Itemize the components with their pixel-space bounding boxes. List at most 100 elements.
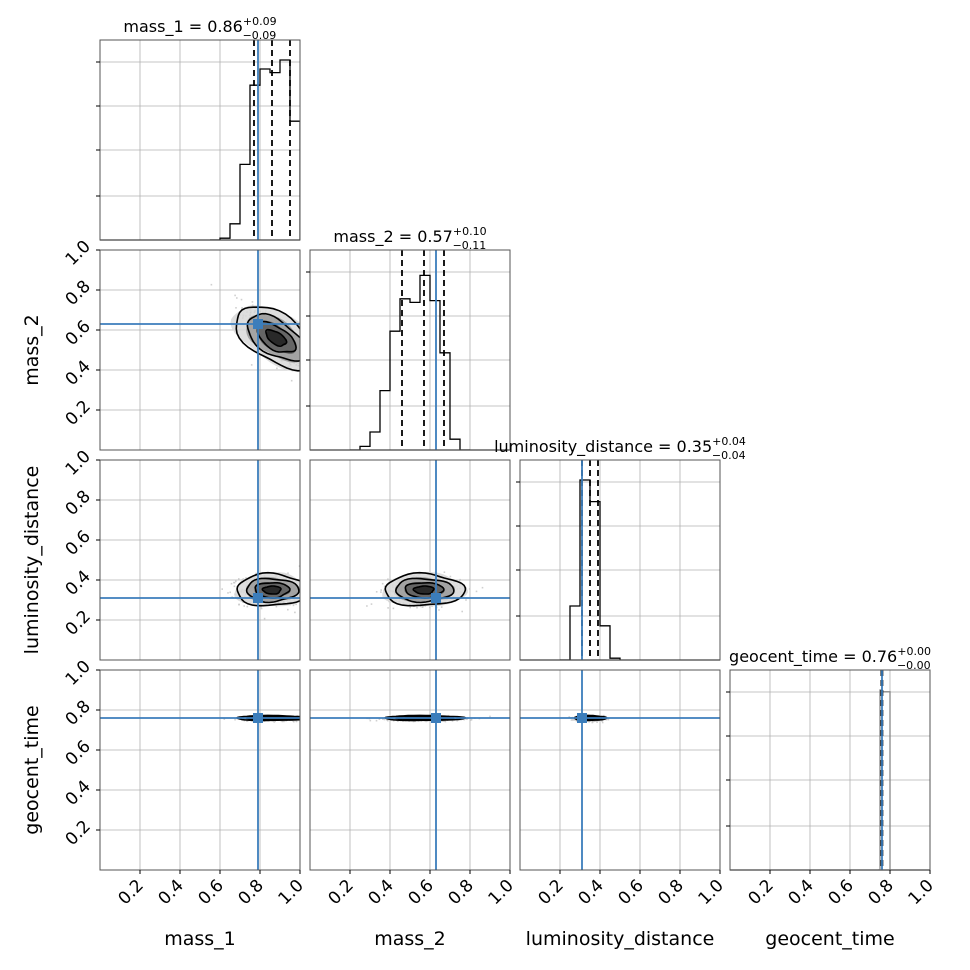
hist-panel-luminosity_distance [516, 459, 721, 661]
axes-frame [99, 669, 301, 871]
sample-point [591, 721, 594, 724]
y-axis-label-luminosity_distance: luminosity_distance [21, 466, 43, 655]
sample-point [246, 605, 249, 608]
y-axis-label-geocent_time: geocent_time [21, 705, 43, 834]
sample-point [235, 580, 237, 583]
sample-point [380, 591, 382, 593]
sample-point [449, 575, 452, 578]
title-prefix: mass_2 = 0.57 [333, 227, 452, 247]
sample-point [438, 609, 440, 611]
sample-point [287, 572, 289, 574]
sample-point [241, 307, 243, 309]
x-axis-label-mass_2: mass_2 [374, 928, 446, 950]
sample-point [459, 578, 461, 581]
axes-frame [519, 459, 721, 661]
x-axis-label-geocent_time: geocent_time [765, 928, 894, 950]
title-subscript: −0.00 [897, 659, 931, 672]
sample-point [469, 719, 472, 721]
sample-point [429, 606, 431, 609]
sample-point [463, 718, 465, 721]
sample-point [295, 720, 298, 723]
sample-point [444, 720, 447, 723]
panel-2d-mass_2-vs-geocent_time [309, 669, 511, 871]
sample-point [607, 718, 610, 721]
title-superscript: +0.04 [712, 435, 746, 448]
sample-point [596, 721, 598, 723]
sample-point [292, 720, 294, 722]
sample-point [382, 718, 384, 720]
sample-point [468, 588, 471, 590]
sample-point [294, 611, 296, 614]
sample-point [573, 719, 575, 721]
title-prefix: mass_1 = 0.86 [123, 17, 242, 37]
sample-point [601, 721, 604, 724]
sample-point [425, 720, 427, 723]
sample-point [229, 591, 231, 594]
sample-point [594, 720, 596, 722]
sample-point [416, 606, 418, 609]
sample-point [387, 578, 389, 580]
sample-point [572, 719, 574, 721]
title-subscript: −0.09 [243, 29, 277, 42]
sample-point [221, 588, 223, 590]
panel-2d-mass_1-vs-mass_2 [99, 249, 301, 451]
title-subscript: −0.04 [712, 449, 746, 462]
sample-point [227, 592, 229, 594]
sample-point [263, 617, 266, 620]
sample-point [242, 578, 245, 580]
sample-point [466, 718, 468, 720]
sample-point [605, 718, 607, 721]
panel-2d-mass_1-vs-geocent_time [99, 669, 301, 871]
contour-line [384, 571, 467, 607]
sample-point [592, 720, 595, 723]
axes-frame [309, 669, 511, 871]
sample-point [287, 608, 289, 611]
title-superscript: +0.09 [243, 15, 277, 28]
sample-point [481, 586, 484, 589]
sample-point [238, 578, 240, 580]
contour-line [412, 585, 435, 595]
sample-point [380, 589, 382, 591]
title-prefix: geocent_time = 0.76 [729, 647, 897, 667]
sample-point [298, 565, 300, 567]
truth-marker [253, 713, 263, 723]
contour-line [254, 582, 291, 600]
panel-title-mass_1: mass_1 = 0.86+0.09 −0.09 [123, 15, 276, 42]
title-superscript: +0.10 [453, 225, 487, 238]
sample-point [409, 606, 411, 609]
sample-point [392, 607, 395, 610]
sample-point [233, 585, 236, 588]
sample-point [414, 720, 416, 723]
sample-point [470, 718, 473, 721]
sample-point [465, 599, 467, 601]
sample-point [240, 298, 243, 301]
axes-frame [309, 459, 511, 661]
x-axis-label-mass_1: mass_1 [164, 928, 236, 950]
truth-marker [431, 593, 441, 603]
sample-point [375, 719, 378, 722]
sample-point [274, 720, 276, 723]
sample-point [241, 579, 244, 581]
sample-point [234, 718, 236, 721]
sample-point [236, 297, 238, 299]
contour-line [261, 585, 282, 595]
sample-point [412, 720, 415, 723]
axes-frame [729, 669, 931, 871]
axes-frame [519, 669, 721, 871]
truth-marker [253, 319, 263, 329]
sample-point [251, 301, 254, 303]
sample-point [238, 603, 240, 606]
sample-point [603, 714, 605, 717]
title-subscript: −0.11 [453, 239, 487, 252]
sample-cloud [210, 283, 300, 382]
hist-panel-mass_1 [96, 39, 301, 241]
sample-point [366, 605, 368, 607]
panel-title-luminosity_distance: luminosity_distance = 0.35+0.04 −0.04 [494, 435, 746, 462]
sample-point [370, 603, 373, 605]
contour-line [246, 312, 300, 362]
sample-point [230, 582, 233, 585]
density-level [414, 586, 435, 595]
sample-point [255, 572, 257, 575]
